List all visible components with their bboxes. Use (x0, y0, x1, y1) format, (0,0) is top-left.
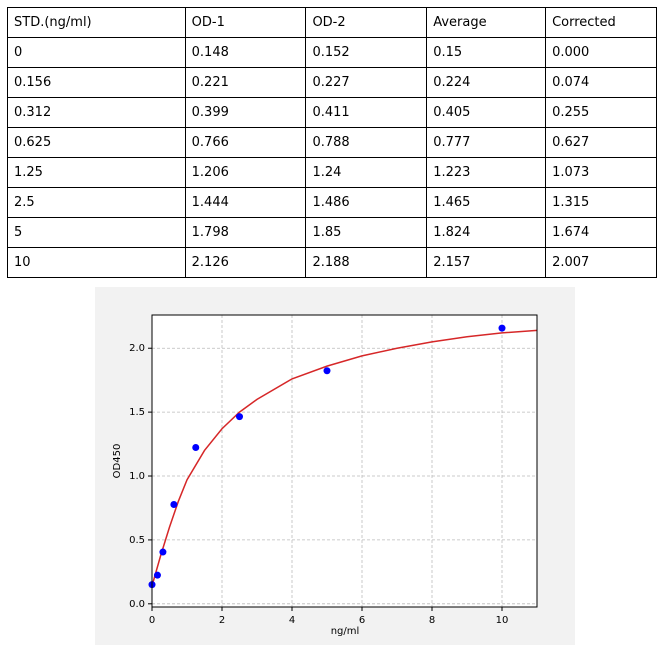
table-cell: 2.126 (184, 247, 307, 278)
table-cell: 0.221 (184, 67, 307, 98)
y-tick-label: 1.0 (129, 471, 145, 482)
table-cell: 0 (7, 37, 186, 68)
table-cell: Corrected (545, 7, 657, 38)
chart: ng/ml OD450 0 2 4 6 8 10 0.0 0.5 1.0 1.5 2.0 (95, 287, 575, 645)
table-cell: 0.152 (305, 37, 428, 68)
table-cell: 0.156 (7, 67, 186, 98)
table-cell: 2.5 (7, 187, 186, 218)
y-tick-label: 2.0 (129, 343, 145, 354)
table-cell: OD-1 (184, 7, 307, 38)
table-cell: 0.405 (426, 97, 547, 128)
x-tick-label: 6 (359, 615, 365, 626)
axes-frame (151, 314, 538, 608)
table-row: 1.25 1.206 1.24 1.223 1.073 (7, 157, 657, 188)
table-cell: 1.25 (7, 157, 186, 188)
table-cell: 1.223 (426, 157, 547, 188)
table-cell: STD.(ng/ml) (7, 7, 186, 38)
table-cell: 0.627 (545, 127, 657, 158)
table-cell: 1.315 (545, 187, 657, 218)
table-cell: 0.788 (305, 127, 428, 158)
table-cell: 1.674 (545, 217, 657, 248)
table-cell: 10 (7, 247, 186, 278)
table-cell: 0.224 (426, 67, 547, 98)
table-cell: 0.777 (426, 127, 547, 158)
y-tick-label: 0.5 (129, 535, 145, 546)
y-axis-label: OD450 (112, 444, 123, 479)
table-cell: 0.411 (305, 97, 428, 128)
data-point (170, 501, 178, 509)
table-row: 0 0.148 0.152 0.15 0.000 (7, 37, 657, 68)
y-tick-label: 0.0 (129, 599, 145, 610)
header-row: STD.(ng/ml) OD-1 OD-2 Average Corrected (7, 7, 657, 38)
table-cell: 1.073 (545, 157, 657, 188)
data-point (323, 367, 331, 375)
table-cell: 0.625 (7, 127, 186, 158)
table-row: 10 2.126 2.188 2.157 2.007 (7, 247, 657, 278)
data-point (153, 571, 161, 579)
table-row: 0.625 0.766 0.788 0.777 0.627 (7, 127, 657, 158)
table-cell: 2.188 (305, 247, 428, 278)
table-cell: 0.312 (7, 97, 186, 128)
table-cell: 1.206 (184, 157, 307, 188)
table-cell: 1.824 (426, 217, 547, 248)
table-cell: 0.074 (545, 67, 657, 98)
table-cell: 2.007 (545, 247, 657, 278)
x-tick-label: 2 (219, 615, 225, 626)
table-cell: Average (426, 7, 547, 38)
table-cell: 0.148 (184, 37, 307, 68)
table-cell: 1.465 (426, 187, 547, 218)
table-cell: 1.24 (305, 157, 428, 188)
table-cell: 1.486 (305, 187, 428, 218)
data-point (236, 413, 243, 421)
plot-area (152, 315, 537, 607)
table-cell: OD-2 (305, 7, 428, 38)
table-row: 5 1.798 1.85 1.824 1.674 (7, 217, 657, 248)
data-point (159, 548, 167, 556)
table-cell: 2.157 (426, 247, 547, 278)
table-cell: 0.766 (184, 127, 307, 158)
table-cell: 0.255 (545, 97, 657, 128)
table-row: 2.5 1.444 1.486 1.465 1.315 (7, 187, 657, 218)
table-cell: 0.000 (545, 37, 657, 68)
x-axis-label: ng/ml (331, 626, 360, 637)
table-cell: 1.85 (305, 217, 428, 248)
x-tick-label: 8 (429, 615, 435, 626)
table-cell: 0.399 (184, 97, 307, 128)
table-cell: 0.227 (305, 67, 428, 98)
x-tick-label: 10 (496, 615, 509, 626)
data-point (192, 444, 200, 452)
table-row: 0.312 0.399 0.411 0.405 0.255 (7, 97, 657, 128)
fit-curve (151, 329, 538, 587)
table-cell: 1.444 (184, 187, 307, 218)
data-table: STD.(ng/ml) OD-1 OD-2 Average Corrected 0 0.14… (7, 7, 657, 278)
table-cell: 0.15 (426, 37, 547, 68)
y-tick-label: 1.5 (129, 407, 145, 418)
table-cell: 1.798 (184, 217, 307, 248)
x-tick-label: 0 (149, 615, 155, 626)
x-tick-label: 4 (289, 615, 295, 626)
table-cell: 5 (7, 217, 186, 248)
data-point (498, 324, 506, 332)
table-row: 0.156 0.221 0.227 0.224 0.074 (7, 67, 657, 98)
